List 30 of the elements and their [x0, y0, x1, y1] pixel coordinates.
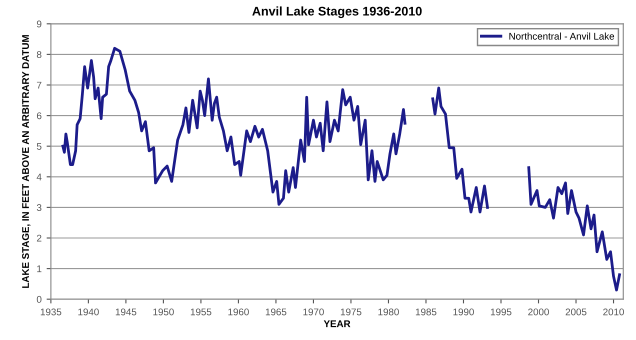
y-tick-label: 0: [36, 296, 42, 303]
x-tick-label: 1945: [116, 308, 136, 316]
y-tick-label: 8: [36, 51, 42, 58]
y-tick-label: 3: [36, 204, 42, 212]
x-tick-label: 2000: [528, 308, 549, 316]
x-tick-label: 1985: [416, 308, 436, 316]
x-tick-label: 1940: [78, 308, 99, 316]
y-tick-label: 2: [36, 234, 42, 242]
x-tick-label: 2005: [566, 308, 586, 316]
x-tick-label: 1950: [153, 308, 174, 316]
y-tick-label: 9: [36, 20, 42, 28]
x-tick-label: 1965: [266, 308, 286, 316]
x-tick-label: 2010: [603, 308, 624, 316]
x-tick-label: 1970: [303, 308, 324, 316]
y-tick-label: 7: [36, 82, 42, 89]
y-tick-label: 5: [36, 143, 42, 150]
x-tick-label: 1935: [40, 308, 62, 316]
y-tick-label: 4: [36, 174, 42, 180]
x-tick-label: 1975: [340, 308, 362, 316]
x-tick-label: 1990: [453, 308, 474, 316]
x-axis-title: YEAR: [324, 320, 350, 328]
x-tick-label: 1995: [490, 308, 512, 316]
chart-title: Anvil Lake Stages 1936-2010: [252, 6, 422, 18]
y-tick-label: 1: [37, 265, 42, 272]
x-tick-label: 1980: [378, 308, 399, 316]
x-tick-label: 1960: [228, 308, 249, 316]
y-axis-title: LAKE STAGE, IN FEET ABOVE AN ARBITRARY DATUM: [22, 35, 30, 288]
y-tick-label: 6: [36, 112, 42, 120]
legend-label: Northcentral - Anvil Lake: [509, 32, 614, 40]
x-tick-label: 1955: [190, 308, 212, 316]
